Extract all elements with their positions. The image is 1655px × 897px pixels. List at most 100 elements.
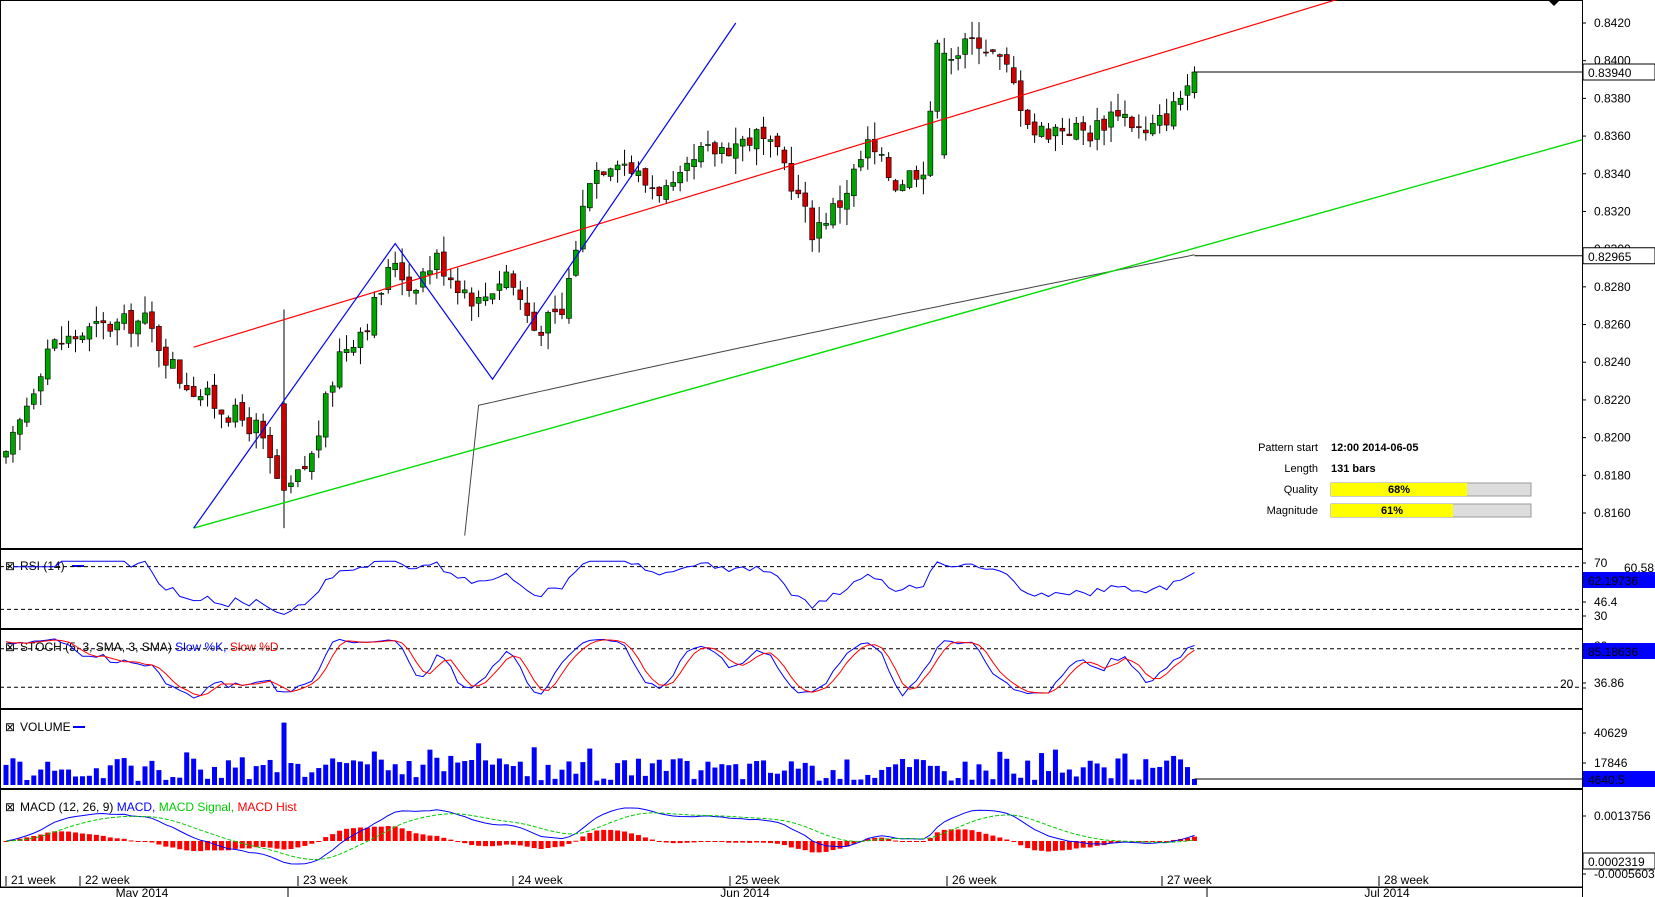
price-tick-label: 0.8160 xyxy=(1594,506,1631,520)
candle-body xyxy=(72,336,79,340)
candle-body xyxy=(885,157,892,178)
candle-body xyxy=(1191,71,1198,94)
candle-body xyxy=(58,342,65,345)
volume-bar xyxy=(448,755,454,785)
macd-hist-bar xyxy=(441,837,447,841)
macd-hist-bar xyxy=(316,841,322,842)
volume-bar xyxy=(538,780,544,785)
volume-current-tag-box xyxy=(1583,771,1655,787)
volume-bar xyxy=(38,769,44,785)
macd-hist-bar xyxy=(712,841,718,842)
support-line xyxy=(193,139,1583,529)
candle-body xyxy=(559,308,565,315)
candle-body xyxy=(705,144,711,146)
candle-body xyxy=(1094,120,1100,140)
candle-body xyxy=(997,54,1003,57)
volume-bar xyxy=(274,772,280,785)
volume-close-box[interactable]: ⊠ xyxy=(5,720,15,734)
candle-body xyxy=(746,137,753,146)
macd-hist-bar xyxy=(1011,841,1017,843)
rsi-line xyxy=(12,560,1195,615)
macd-hist-bar xyxy=(740,841,746,843)
rsi-close-box[interactable]: ⊠ xyxy=(5,559,15,573)
volume-bar xyxy=(128,765,134,785)
volume-bar xyxy=(608,779,614,785)
volume-bar xyxy=(357,761,363,785)
macd-hist-bar xyxy=(344,828,350,841)
volume-bar xyxy=(615,763,621,785)
macd-hist-bar xyxy=(135,841,141,842)
quality-bar-fill xyxy=(1331,483,1467,496)
candle-body xyxy=(79,335,86,341)
candle-body xyxy=(190,386,197,397)
macd-hist-bar xyxy=(323,837,329,841)
candle-body xyxy=(489,293,496,300)
candle-body xyxy=(503,271,510,288)
candle-body xyxy=(670,182,677,187)
macd-hist-bar xyxy=(705,841,711,842)
volume-bar xyxy=(1101,767,1107,785)
macd-hist-bar xyxy=(59,831,65,841)
volume-bar xyxy=(79,776,85,785)
macd-hist-bar xyxy=(1066,841,1072,850)
macd-hist-bar xyxy=(566,841,572,844)
magnitude-value: 61% xyxy=(1381,505,1403,517)
candle-body xyxy=(308,453,315,472)
macd-hist-bar xyxy=(531,841,537,849)
candle-body xyxy=(517,289,524,300)
candle-body xyxy=(538,331,544,336)
candle-body xyxy=(753,129,760,150)
macd-hist-bar xyxy=(670,841,676,844)
candle-body xyxy=(586,183,593,209)
panel-frames xyxy=(0,0,1583,897)
macd-hist-bar xyxy=(851,841,857,844)
candle-body xyxy=(329,385,336,393)
volume-current-tag: 4640.5 xyxy=(1588,773,1625,787)
candle-body xyxy=(322,393,329,438)
stoch-d-label: Slow %D xyxy=(230,640,279,654)
candle-body xyxy=(573,249,579,276)
volume-bar xyxy=(691,778,697,785)
candle-body xyxy=(719,147,725,154)
candle-body xyxy=(399,262,405,281)
candle-body xyxy=(913,170,920,180)
volume-bar xyxy=(997,751,1003,785)
candle-body xyxy=(163,346,169,366)
volume-bar xyxy=(663,770,669,785)
volume-bar xyxy=(677,758,683,785)
volume-bar xyxy=(1122,753,1128,785)
volume-bar xyxy=(594,780,600,785)
volume-bars xyxy=(3,722,1582,785)
macd-close-box[interactable]: ⊠ xyxy=(5,800,15,814)
candle-body xyxy=(607,168,614,177)
price-tick-label: 0.8240 xyxy=(1594,355,1631,369)
volume-bar xyxy=(205,778,211,785)
volume-bar xyxy=(1129,779,1135,785)
candle-body xyxy=(830,203,836,226)
stoch-k-line xyxy=(5,638,1195,699)
candle-body xyxy=(37,376,44,392)
volume-bar xyxy=(1080,767,1086,785)
pattern-lines xyxy=(193,0,1583,529)
macd-hist-bar xyxy=(1108,841,1114,844)
volume-bar xyxy=(281,722,287,785)
volume-bar xyxy=(93,768,99,785)
macd-panel: ⊠ MACD (12, 26, 9) MACD, MACD Signal, MA… xyxy=(5,800,297,814)
volume-bar xyxy=(990,779,996,785)
stoch-close-box[interactable]: ⊠ xyxy=(5,640,15,654)
candle-body xyxy=(114,321,120,331)
volume-bar xyxy=(121,758,127,785)
macd-hist-bar xyxy=(524,841,530,847)
volume-bar xyxy=(1032,779,1038,785)
candle-body xyxy=(864,139,871,159)
macd-level-low: -0.0005603 xyxy=(1594,867,1655,881)
volume-bar xyxy=(434,757,440,785)
week-label: 25 week xyxy=(735,873,781,887)
volume-bar xyxy=(184,752,190,785)
volume-bar xyxy=(330,758,336,785)
volume-bar xyxy=(1052,749,1058,785)
volume-bar xyxy=(156,770,162,785)
macd-signal-line xyxy=(5,812,1195,860)
volume-bar xyxy=(253,766,259,785)
candle-body xyxy=(941,52,948,156)
